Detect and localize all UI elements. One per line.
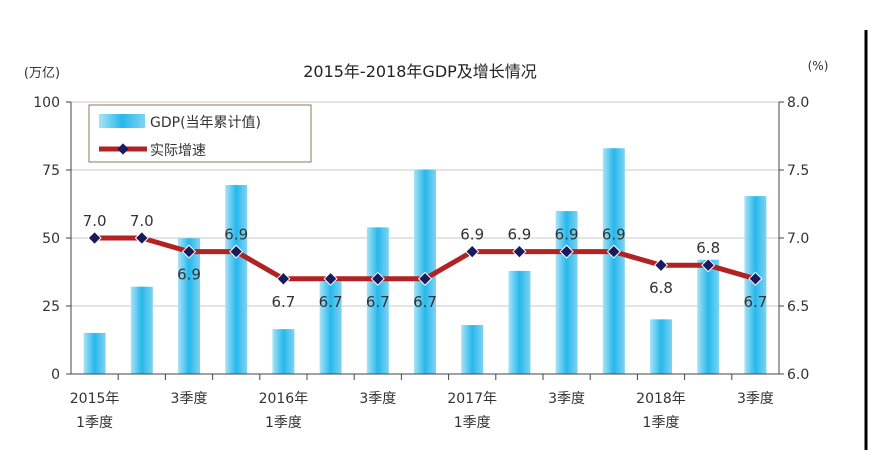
growth-marker bbox=[181, 244, 197, 259]
legend: GDP(当年累计值) 实际增速 bbox=[88, 104, 312, 163]
growth-data-label: 6.7 bbox=[319, 293, 343, 311]
gdp-bar bbox=[225, 184, 248, 374]
growth-marker bbox=[323, 271, 338, 286]
growth-marker bbox=[512, 244, 527, 259]
right-axis-tick-label: 8.0 bbox=[787, 95, 809, 111]
right-axis-unit: (%) bbox=[808, 59, 829, 73]
growth-data-label: 6.7 bbox=[271, 293, 295, 311]
gdp-bar bbox=[650, 319, 672, 374]
right-axis-tick-label: 6.0 bbox=[787, 367, 809, 383]
growth-marker bbox=[87, 230, 102, 246]
growth-data-label: 6.7 bbox=[366, 293, 390, 311]
growth-marker bbox=[465, 244, 480, 259]
growth-marker bbox=[701, 258, 716, 273]
left-axis-tick-label: 25 bbox=[42, 299, 60, 315]
x-axis-label-sub: 1季度 bbox=[265, 415, 302, 431]
growth-data-label: 6.7 bbox=[413, 293, 437, 311]
gdp-bar bbox=[83, 332, 106, 374]
right-axis-tick-label: 7.5 bbox=[787, 163, 809, 179]
right-axis-tick-label: 6.5 bbox=[787, 299, 809, 315]
growth-marker bbox=[134, 230, 149, 246]
x-axis-label: 2017年 bbox=[447, 391, 497, 407]
x-axis-label: 3季度 bbox=[359, 391, 396, 407]
left-axis-tick-label: 50 bbox=[42, 231, 60, 247]
legend-growth-label: 实际增速 bbox=[150, 143, 206, 159]
growth-marker bbox=[748, 271, 763, 286]
legend-gdp-swatch bbox=[99, 114, 145, 128]
x-axis-label: 3季度 bbox=[548, 391, 585, 407]
left-axis-tick-label: 100 bbox=[33, 95, 60, 111]
growth-marker bbox=[653, 258, 669, 273]
right-axis-tick-label: 7.0 bbox=[787, 231, 809, 247]
growth-data-label: 6.8 bbox=[649, 279, 673, 297]
growth-data-label: 6.9 bbox=[177, 266, 201, 284]
growth-marker bbox=[606, 244, 621, 259]
x-axis-label-sub: 1季度 bbox=[76, 415, 113, 431]
growth-marker bbox=[417, 271, 433, 286]
growth-marker bbox=[229, 244, 244, 259]
growth-data-label: 6.9 bbox=[602, 226, 626, 244]
left-axis-unit: (万亿) bbox=[24, 66, 60, 81]
growth-data-label: 6.9 bbox=[460, 226, 484, 244]
growth-data-label: 6.8 bbox=[696, 239, 720, 257]
gdp-bar bbox=[461, 325, 484, 374]
growth-marker bbox=[559, 244, 574, 259]
x-axis-label: 2018年 bbox=[636, 391, 686, 407]
growth-marker bbox=[370, 271, 385, 286]
growth-data-label: 6.9 bbox=[555, 226, 579, 244]
x-axis-label-sub: 1季度 bbox=[454, 415, 491, 431]
gdp-bar bbox=[366, 227, 389, 374]
x-axis-label: 3季度 bbox=[171, 391, 208, 407]
gdp-bar bbox=[697, 259, 720, 374]
growth-data-label: 6.9 bbox=[224, 226, 248, 244]
growth-data-label: 7.0 bbox=[130, 212, 154, 230]
x-axis-label-sub: 1季度 bbox=[643, 415, 680, 431]
gdp-bar bbox=[272, 329, 295, 374]
growth-data-label: 6.9 bbox=[507, 226, 531, 244]
gdp-bar bbox=[130, 286, 153, 374]
legend-gdp-label: GDP(当年累计值) bbox=[150, 115, 261, 131]
gdp-bar bbox=[178, 238, 200, 374]
x-axis-label: 2015年 bbox=[70, 391, 120, 407]
gdp-bar bbox=[508, 270, 531, 374]
growth-data-label: 7.0 bbox=[83, 212, 107, 230]
gdp-bar bbox=[319, 281, 342, 374]
x-axis-label: 2016年 bbox=[259, 391, 309, 407]
chart-title: 2015年-2018年GDP及增长情况 bbox=[303, 62, 537, 81]
gdp-bar bbox=[414, 169, 436, 374]
gdp-bar bbox=[602, 148, 625, 374]
x-axis-label: 3季度 bbox=[737, 391, 774, 407]
growth-marker bbox=[276, 271, 291, 286]
growth-data-label: 6.7 bbox=[743, 293, 767, 311]
left-axis-tick-label: 75 bbox=[42, 163, 60, 179]
left-axis-tick-label: 0 bbox=[51, 367, 60, 383]
